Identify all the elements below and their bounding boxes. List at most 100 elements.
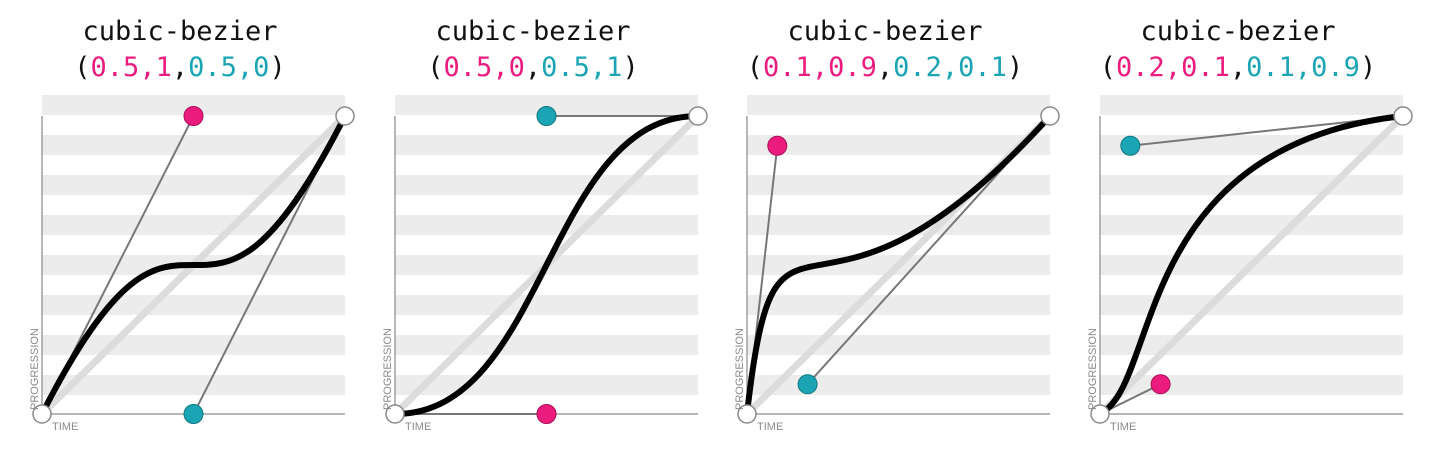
end-point-handle bbox=[1040, 106, 1060, 126]
background-stripe bbox=[395, 335, 698, 355]
p1-x-value: 0.5 bbox=[443, 52, 493, 83]
easing-function-title: cubic-bezier (0.2,0.1,0.1,0.9) bbox=[1058, 14, 1418, 86]
easing-curve bbox=[744, 113, 1053, 417]
p2-y-value: 1 bbox=[606, 52, 623, 83]
p2-x-value: 0.2 bbox=[893, 52, 942, 83]
p2-control-point[interactable] bbox=[536, 106, 557, 126]
function-name: cubic-bezier bbox=[787, 16, 983, 47]
linear-reference-line bbox=[1097, 113, 1406, 417]
p1-y-value: 1 bbox=[155, 52, 172, 83]
background-stripe bbox=[395, 215, 698, 235]
bezier-plot: TIME PROGRESSION bbox=[382, 95, 708, 433]
comma: , bbox=[524, 52, 542, 83]
function-name: cubic-bezier bbox=[1140, 16, 1336, 47]
close-paren: ) bbox=[622, 52, 639, 83]
start-point-handle bbox=[1090, 404, 1110, 424]
p1-y-value: 0 bbox=[508, 52, 525, 83]
background-stripe bbox=[1100, 295, 1403, 315]
p2-y-value: 0.9 bbox=[1311, 52, 1360, 83]
comma: , bbox=[811, 52, 829, 83]
comma: , bbox=[171, 52, 189, 83]
y-axis-label: PROGRESSION bbox=[734, 328, 746, 410]
function-name: cubic-bezier bbox=[435, 16, 631, 47]
open-paren: ( bbox=[746, 52, 764, 83]
p2-y-value: 0 bbox=[253, 52, 270, 83]
comma: , bbox=[1294, 52, 1312, 83]
background-stripe bbox=[42, 215, 345, 235]
easing-function-title: cubic-bezier (0.5,1,0.5,0) bbox=[0, 14, 360, 86]
comma: , bbox=[492, 52, 509, 83]
open-paren: ( bbox=[427, 52, 444, 83]
background-stripe bbox=[747, 335, 1050, 355]
bezier-plot: TIME PROGRESSION bbox=[734, 95, 1060, 433]
open-paren: ( bbox=[1099, 52, 1117, 83]
easing-function-title: cubic-bezier (0.5,0,0.5,1) bbox=[353, 14, 713, 86]
background-stripe bbox=[1100, 335, 1403, 355]
close-paren: ) bbox=[269, 52, 286, 83]
p2-control-point[interactable] bbox=[183, 404, 204, 424]
easing-curve bbox=[1097, 113, 1406, 417]
background-stripe bbox=[1100, 375, 1403, 395]
x-axis-label: TIME bbox=[405, 421, 431, 433]
background-stripe bbox=[42, 95, 345, 115]
start-point-handle bbox=[737, 404, 757, 424]
p1-y-value: 0.1 bbox=[1181, 52, 1230, 83]
close-paren: ) bbox=[1006, 52, 1024, 83]
p1-control-point[interactable] bbox=[536, 404, 557, 424]
easing-panel: cubic-bezier (0.1,0.9,0.2,0.1) TIME PROGRES… bbox=[705, 0, 1065, 461]
background-stripe bbox=[1100, 95, 1403, 115]
y-axis-label: PROGRESSION bbox=[382, 328, 394, 410]
background-stripe bbox=[747, 215, 1050, 235]
background-stripe bbox=[747, 175, 1050, 195]
p2-y-value: 0.1 bbox=[958, 52, 1007, 83]
close-paren: ) bbox=[1359, 52, 1377, 83]
easing-curve bbox=[39, 113, 348, 417]
p2-x-value: 0.5 bbox=[188, 52, 237, 83]
x-axis-label: TIME bbox=[52, 421, 78, 433]
comma: , bbox=[139, 52, 156, 83]
background-stripe bbox=[747, 295, 1050, 315]
background-stripe bbox=[395, 175, 698, 195]
background-stripe bbox=[42, 295, 345, 315]
p1-control-point[interactable] bbox=[183, 106, 204, 126]
comma: , bbox=[876, 52, 894, 83]
p1-x-value: 0.5 bbox=[90, 52, 140, 83]
background-stripe bbox=[395, 295, 698, 315]
p2-control-point[interactable] bbox=[797, 374, 818, 395]
end-point-handle bbox=[688, 106, 708, 126]
background-stripe bbox=[747, 375, 1050, 395]
y-axis-label: PROGRESSION bbox=[29, 328, 41, 410]
p2-x-value: 0.5 bbox=[541, 52, 590, 83]
easing-panel: cubic-bezier (0.5,1,0.5,0) TIME PROGRESSION bbox=[0, 0, 360, 461]
background-stripe bbox=[42, 375, 345, 395]
background-stripe bbox=[395, 95, 698, 115]
p2-x-value: 0.1 bbox=[1246, 52, 1295, 83]
background-stripe bbox=[42, 135, 345, 155]
background-stripe bbox=[1100, 175, 1403, 195]
y-axis-label: PROGRESSION bbox=[1087, 328, 1099, 410]
start-point-handle bbox=[32, 404, 52, 424]
background-stripe bbox=[395, 135, 698, 155]
background-stripe bbox=[747, 135, 1050, 155]
p2-control-point[interactable] bbox=[1120, 135, 1141, 156]
function-name: cubic-bezier bbox=[82, 16, 278, 47]
bezier-plot: TIME PROGRESSION bbox=[29, 95, 355, 433]
comma: , bbox=[1164, 52, 1182, 83]
p1-control-point[interactable] bbox=[767, 135, 788, 156]
x-axis-label: TIME bbox=[757, 421, 783, 433]
easing-panel: cubic-bezier (0.2,0.1,0.1,0.9) TIME PROGRES… bbox=[1058, 0, 1418, 461]
comma: , bbox=[941, 52, 959, 83]
x-axis-label: TIME bbox=[1110, 421, 1136, 433]
p1-x-value: 0.1 bbox=[763, 52, 812, 83]
start-point-handle bbox=[385, 404, 405, 424]
comma: , bbox=[236, 52, 254, 83]
easing-curve bbox=[392, 113, 701, 417]
comma: , bbox=[1229, 52, 1247, 83]
p1-control-point[interactable] bbox=[1150, 374, 1171, 395]
p1-y-value: 0.9 bbox=[828, 52, 877, 83]
background-stripe bbox=[1100, 215, 1403, 235]
background-stripe bbox=[395, 375, 698, 395]
end-point-handle bbox=[335, 106, 355, 126]
p1-x-value: 0.2 bbox=[1116, 52, 1165, 83]
end-point-handle bbox=[1393, 106, 1413, 126]
